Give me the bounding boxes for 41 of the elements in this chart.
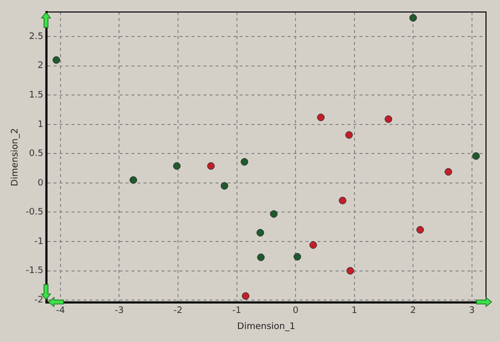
x-tick-label: 1 (351, 306, 358, 316)
point (317, 114, 325, 122)
point (270, 210, 278, 218)
point (294, 252, 302, 260)
x-tick-label: -1 (232, 306, 242, 316)
x-tick-label: -4 (56, 306, 66, 316)
x-tick-label: -2 (174, 306, 183, 316)
point (220, 182, 228, 190)
y-tick-label: 0 (38, 178, 44, 188)
point (472, 152, 480, 160)
y-tick-label: 2 (38, 61, 44, 72)
y-tick-label: -1.5 (26, 266, 44, 276)
point (346, 267, 354, 275)
point (52, 56, 60, 64)
y-tick-label: -0.5 (26, 208, 44, 218)
point (444, 168, 452, 176)
point (173, 162, 181, 170)
point (309, 241, 317, 249)
point (240, 158, 248, 166)
y-tick-label: 0.5 (29, 149, 44, 160)
point (416, 226, 424, 234)
point (409, 14, 417, 22)
point (345, 131, 353, 139)
point (257, 254, 265, 262)
y-tick-label: 2.5 (29, 32, 44, 42)
x-tick-label: 3 (469, 306, 475, 316)
y-axis-title: Dimension_2 (10, 128, 21, 186)
point (338, 196, 346, 204)
y-tick-label: 1.5 (29, 90, 44, 100)
point (130, 176, 138, 184)
point (384, 115, 392, 123)
y-tick-label: 1 (38, 120, 44, 130)
x-tick-label: -3 (114, 306, 124, 316)
point (256, 228, 264, 236)
x-tick-label: 0 (292, 306, 299, 316)
x-axis-title: Dimension_1 (237, 322, 296, 332)
x-tick-label: 2 (410, 306, 416, 316)
point (207, 162, 215, 170)
y-tick-label: -2 (34, 295, 44, 306)
y-tick-label: -1 (34, 236, 44, 247)
point (242, 292, 250, 300)
